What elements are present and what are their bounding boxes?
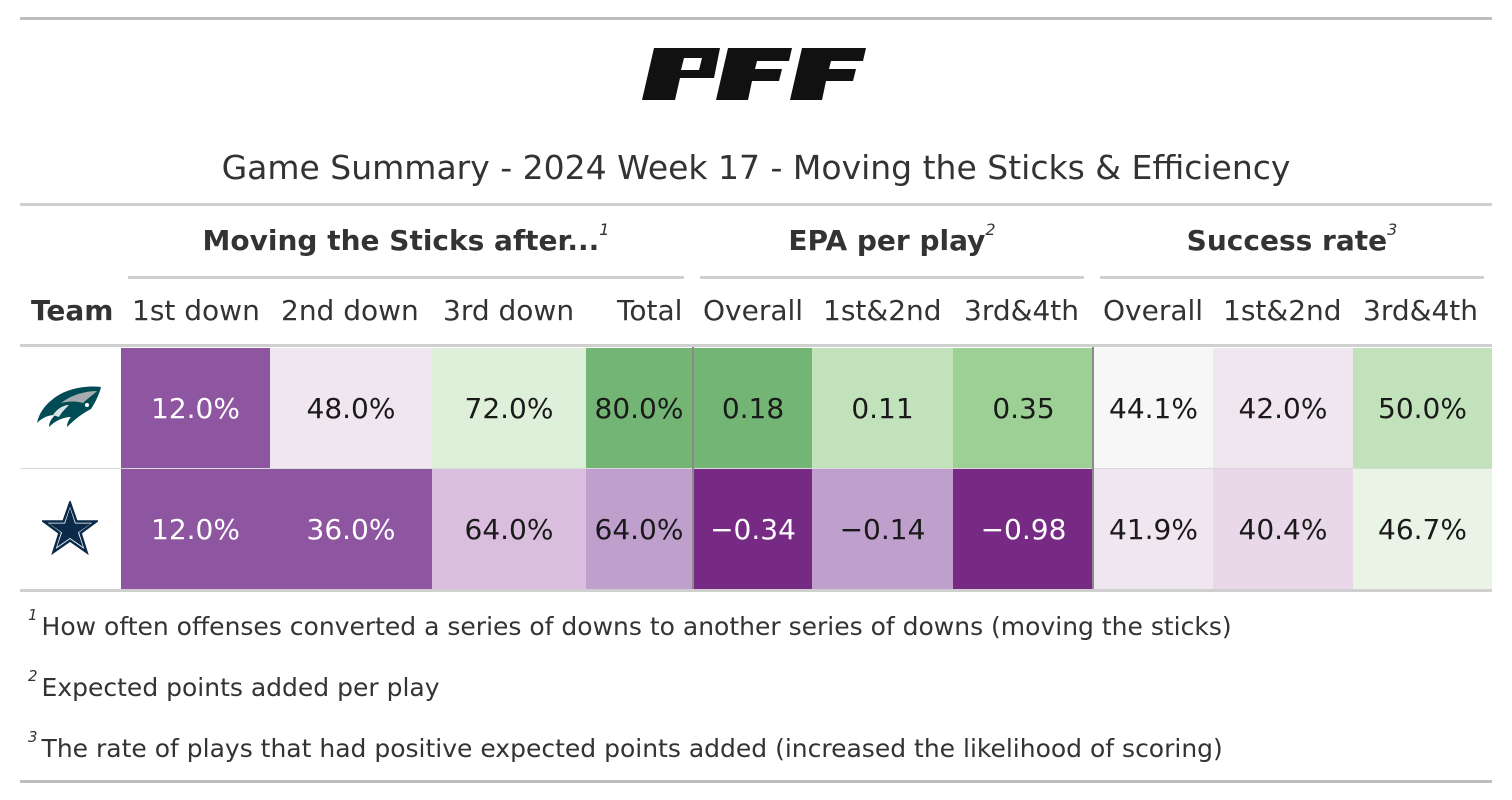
table-cell: 0.35 bbox=[953, 348, 1094, 468]
footnote-1: 1 How often offenses converted a series o… bbox=[28, 606, 1232, 641]
footnote-3: 3 The rate of plays that had positive exp… bbox=[28, 728, 1223, 763]
table-cell: −0.14 bbox=[812, 469, 953, 589]
table-cell: 46.7% bbox=[1353, 469, 1492, 589]
col-header-3rd-down: 3rd down bbox=[443, 294, 575, 327]
table-cell: 64.0% bbox=[586, 469, 692, 589]
group-header-success-rate: Success rate3 bbox=[1186, 220, 1398, 257]
eagles-logo-icon bbox=[37, 386, 101, 427]
table-cell: 80.0% bbox=[586, 348, 692, 468]
page-title: Game Summary - 2024 Week 17 - Moving the… bbox=[221, 148, 1291, 187]
team-logo-cell bbox=[20, 348, 120, 468]
table-cell: 50.0% bbox=[1353, 348, 1492, 468]
group-underline bbox=[700, 276, 1084, 279]
col-header-epa-3rd4th: 3rd&4th bbox=[964, 294, 1079, 327]
col-header-sr-overall: Overall bbox=[1103, 294, 1204, 327]
pff-logo bbox=[642, 48, 866, 100]
table-cell: 12.0% bbox=[121, 469, 270, 589]
table-cell: 36.0% bbox=[270, 469, 432, 589]
col-header-total: Total bbox=[617, 294, 683, 327]
table-cell: 48.0% bbox=[270, 348, 432, 468]
col-header-sr-3rd4th: 3rd&4th bbox=[1363, 294, 1478, 327]
group-underline bbox=[128, 276, 684, 279]
table-cell: 44.1% bbox=[1094, 348, 1213, 468]
title-rule bbox=[20, 203, 1492, 206]
col-header-epa-overall: Overall bbox=[703, 294, 804, 327]
table-cell: 41.9% bbox=[1094, 469, 1213, 589]
table-cell: 40.4% bbox=[1213, 469, 1353, 589]
group-underline bbox=[1100, 276, 1484, 279]
table-cell: 0.18 bbox=[694, 348, 812, 468]
group-header-moving-sticks: Moving the Sticks after...1 bbox=[202, 220, 610, 257]
table-cell: 64.0% bbox=[432, 469, 586, 589]
table-cell: 72.0% bbox=[432, 348, 586, 468]
table-cell: 42.0% bbox=[1213, 348, 1353, 468]
group-header-epa: EPA per play2 bbox=[788, 220, 996, 257]
header-rule bbox=[20, 344, 1492, 347]
table-cell: −0.98 bbox=[953, 469, 1094, 589]
bottom-rule bbox=[20, 780, 1492, 783]
col-header-team: Team bbox=[31, 294, 114, 327]
table-cell: 12.0% bbox=[121, 348, 270, 468]
col-header-sr-1st2nd: 1st&2nd bbox=[1223, 294, 1342, 327]
col-header-1st-down: 1st down bbox=[132, 294, 260, 327]
table-cell: −0.34 bbox=[694, 469, 812, 589]
top-rule bbox=[20, 17, 1492, 20]
col-header-epa-1st2nd: 1st&2nd bbox=[823, 294, 942, 327]
footnote-2: 2 Expected points added per play bbox=[28, 667, 440, 702]
group-separator bbox=[1092, 347, 1094, 589]
row-divider bbox=[20, 468, 1492, 469]
col-header-2nd-down: 2nd down bbox=[281, 294, 419, 327]
cowboys-star-icon bbox=[42, 501, 98, 556]
group-separator bbox=[692, 347, 694, 589]
team-logo-cell bbox=[20, 469, 120, 589]
table-cell: 0.11 bbox=[812, 348, 953, 468]
table-bottom-rule bbox=[20, 589, 1492, 592]
